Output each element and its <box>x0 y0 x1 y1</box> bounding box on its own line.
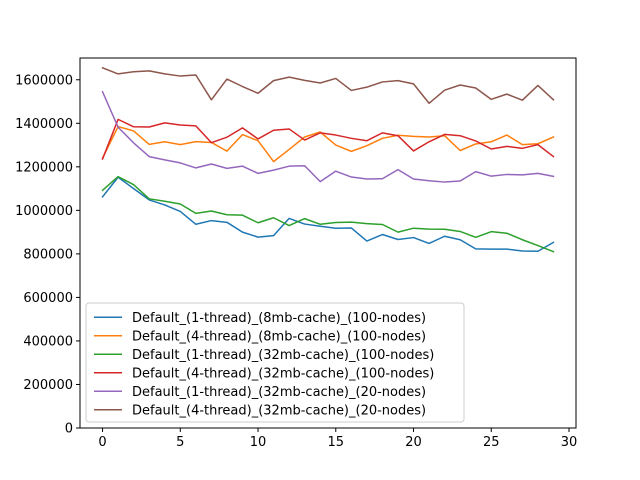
series-line-5 <box>101 90 555 183</box>
y-tick-label: 1600000 <box>15 73 73 88</box>
legend-label-1: Default_(1-thread)_(8mb-cache)_(100-node… <box>132 311 426 326</box>
legend: Default_(1-thread)_(8mb-cache)_(100-node… <box>85 302 465 423</box>
x-tick-label: 10 <box>250 435 267 450</box>
y-axis: 0 200000 400000 600000 800000 1000000 1200000 1… <box>15 73 80 437</box>
y-tick-label: 0 <box>65 422 73 437</box>
legend-label-6: Default_(4-thread)_(32mb-cache)_(20-node… <box>132 403 426 418</box>
x-tick-label: 20 <box>405 435 422 450</box>
series-line-1 <box>101 176 555 253</box>
x-tick-label: 5 <box>176 435 184 450</box>
series-line-4 <box>101 118 555 160</box>
y-tick-label: 200000 <box>23 378 73 393</box>
legend-label-5: Default_(1-thread)_(32mb-cache)_(20-node… <box>132 385 426 400</box>
series-layer <box>101 66 555 253</box>
y-tick-label: 600000 <box>23 291 73 306</box>
x-tick-label: 25 <box>483 435 500 450</box>
legend-label-3: Default_(1-thread)_(32mb-cache)_(100-nod… <box>132 348 434 363</box>
legend-box <box>85 302 465 423</box>
x-tick-label: 30 <box>561 435 578 450</box>
x-axis: 0 5 10 15 20 25 30 <box>98 428 577 450</box>
series-line-2 <box>101 125 555 163</box>
x-tick-label: 15 <box>328 435 345 450</box>
series-line-6 <box>101 66 555 105</box>
y-tick-label: 1000000 <box>15 204 73 219</box>
legend-label-4: Default_(4-thread)_(32mb-cache)_(100-nod… <box>132 366 434 381</box>
y-tick-label: 400000 <box>23 334 73 349</box>
y-tick-label: 1200000 <box>15 160 73 175</box>
legend-label-2: Default_(4-thread)_(8mb-cache)_(100-node… <box>132 329 426 344</box>
y-tick-label: 800000 <box>23 247 73 262</box>
y-tick-label: 1400000 <box>15 117 73 132</box>
series-line-3 <box>101 175 555 253</box>
x-tick-label: 0 <box>98 435 106 450</box>
axes-frame <box>79 57 577 429</box>
